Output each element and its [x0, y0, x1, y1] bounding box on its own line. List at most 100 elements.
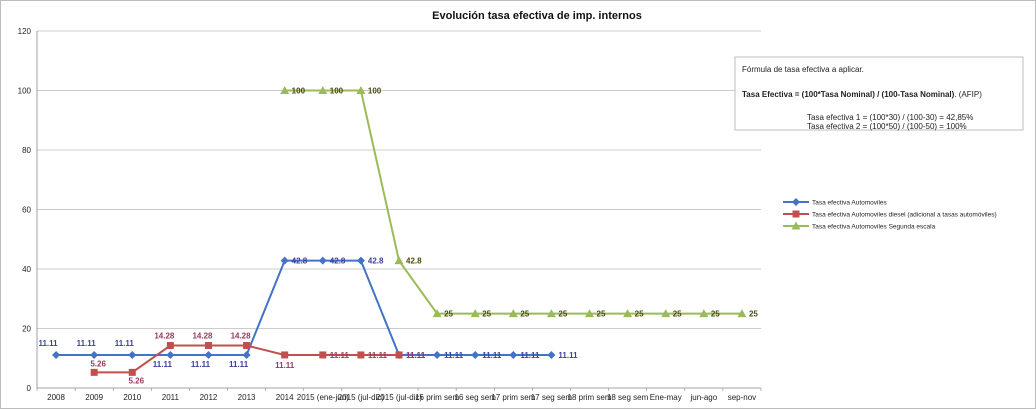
data-label: 11.11 — [38, 339, 58, 348]
data-point-square — [90, 368, 98, 376]
data-label: 42.8 — [292, 257, 308, 266]
data-label: 100 — [292, 87, 306, 96]
data-label: 11.11 — [77, 339, 97, 348]
data-point-triangle — [432, 309, 442, 318]
data-point-triangle — [546, 309, 556, 318]
series-line — [284, 89, 742, 315]
formula-main: Tasa Efectiva = (100*Tasa Nominal) / (10… — [742, 90, 982, 99]
x-tick-label: 17 prim sem — [491, 393, 535, 402]
x-tick-label: Ene-may — [650, 393, 682, 402]
data-label: 11.11 — [115, 339, 135, 348]
data-point-diamond — [52, 350, 61, 359]
legend: Tasa efectiva Automoviles Tasa efectiva A… — [783, 198, 997, 231]
x-tick-label: 2008 — [47, 393, 65, 402]
data-label: 5.26 — [90, 359, 106, 368]
data-label: 25 — [482, 310, 491, 319]
data-point-triangle — [508, 309, 518, 318]
data-label: 11.11 — [520, 351, 540, 360]
data-label: 11.11 — [406, 351, 426, 360]
data-label: 14.28 — [231, 332, 252, 341]
data-point-diamond — [318, 256, 327, 265]
data-labels: 11.11 11.11 11.11 11.11 11.11 11.11 42.8 42.8 42… — [38, 87, 758, 386]
data-label: 25 — [711, 310, 720, 319]
formula-main-suffix: . (AFIP) — [954, 90, 982, 99]
data-label: 11.11 — [153, 360, 173, 369]
y-tick-label: 0 — [27, 384, 32, 393]
data-label: 42.8 — [406, 257, 422, 266]
data-point-diamond — [204, 350, 213, 359]
data-point-square — [204, 342, 212, 350]
x-tick-label: 16 prim sem — [415, 393, 459, 402]
x-tick-label: 2015 (ene-jun) — [297, 393, 349, 402]
data-point-triangle — [623, 309, 633, 318]
data-label: 25 — [558, 310, 567, 319]
data-point-diamond — [280, 256, 289, 265]
data-label: 42.8 — [368, 257, 384, 266]
data-label: 25 — [520, 310, 529, 319]
y-axis: 0 20 40 60 80 100 120 — [18, 27, 38, 393]
data-label: 14.28 — [192, 332, 213, 341]
data-point-triangle — [470, 309, 480, 318]
y-tick-label: 100 — [18, 87, 32, 96]
data-point-triangle — [585, 309, 595, 318]
data-label: 11.11 — [444, 351, 464, 360]
x-tick-label: 2010 — [123, 393, 141, 402]
x-tick-label: 2014 — [276, 393, 294, 402]
data-point-square — [281, 351, 289, 359]
data-label: 42.8 — [330, 257, 346, 266]
data-point-diamond — [509, 350, 518, 359]
data-label: 11.11 — [406, 351, 426, 360]
data-point-diamond — [792, 198, 800, 206]
y-tick-label: 120 — [18, 27, 32, 36]
x-tick-label: 18 seg sem — [607, 393, 649, 402]
data-point-triangle — [280, 86, 290, 94]
data-point-diamond — [242, 350, 251, 359]
data-point-triangle — [791, 221, 801, 230]
data-point-square — [128, 368, 136, 376]
data-point-square — [243, 342, 251, 350]
data-label: 11.11 — [330, 351, 350, 360]
data-label: 25 — [635, 310, 644, 319]
data-point-diamond — [356, 256, 365, 265]
data-point-diamond — [547, 350, 556, 359]
data-label: 25 — [597, 310, 606, 319]
y-tick-label: 80 — [22, 146, 31, 155]
y-tick-label: 40 — [22, 265, 31, 274]
x-tick-label: 2012 — [200, 393, 218, 402]
x-tick-label: 2011 — [162, 393, 180, 402]
data-label: 5.26 — [128, 376, 144, 385]
y-tick-label: 60 — [22, 206, 31, 215]
data-point-triangle — [699, 309, 709, 318]
data-point-diamond — [433, 350, 442, 359]
x-tick-label: jun-ago — [689, 393, 717, 402]
data-label: 11.11 — [229, 360, 249, 369]
x-tick-label: 17 seg sem — [531, 393, 573, 402]
data-point-square — [395, 351, 403, 359]
series-group — [52, 86, 747, 376]
x-tick-label: 2009 — [85, 393, 103, 402]
data-label: 25 — [444, 310, 453, 319]
formula-example-1: Tasa efectiva 1 = (100*30) / (100-30) = … — [807, 113, 973, 122]
formula-heading: Fórmula de tasa efectiva a aplicar. — [742, 65, 864, 74]
x-tick-label: 2015 (jul-dic) — [376, 393, 423, 402]
formula-box: Fórmula de tasa efectiva a aplicar. Tasa… — [734, 56, 1024, 131]
data-label: 25 — [673, 310, 682, 319]
formula-box-border — [734, 56, 1024, 131]
data-point-triangle — [356, 86, 366, 94]
legend-label: Tasa efectiva Automoviles — [812, 200, 888, 207]
data-label: 11.11 — [275, 361, 295, 370]
formula-example-2: Tasa efectiva 2 = (100*50) / (100-50) = … — [807, 122, 967, 131]
x-tick-label: 2013 — [238, 393, 256, 402]
data-point-triangle — [661, 309, 671, 318]
data-label: 11.11 — [558, 351, 578, 360]
legend-label: Tasa efectiva Automoviles diesel (adicio… — [812, 212, 997, 219]
data-point-square — [319, 351, 327, 359]
data-point-triangle — [737, 309, 747, 318]
data-label: 14.28 — [154, 332, 175, 341]
x-tick-label: sep-nov — [728, 393, 756, 402]
x-tick-label: 18 prim sem — [568, 393, 612, 402]
data-point-square — [357, 351, 365, 359]
data-point-square — [792, 210, 800, 218]
